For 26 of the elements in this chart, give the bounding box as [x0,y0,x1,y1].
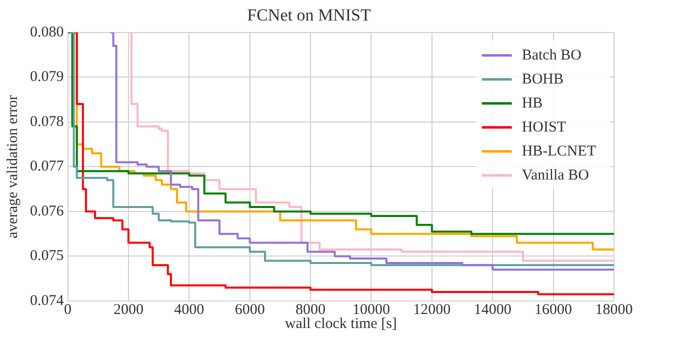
x-tick-label: 4000 [174,302,204,318]
y-tick-label: 0.077 [30,158,64,175]
x-tick-label: 18000 [595,302,633,318]
x-tick-label: 2000 [113,302,144,318]
legend-label: HOIST [522,119,566,136]
legend-label: Vanilla BO [522,167,590,184]
x-tick-label: 14000 [474,302,512,318]
y-tick-label: 0.076 [30,203,64,220]
y-tick-label: 0.078 [30,114,64,130]
chart-title: FCNet on MNIST [247,6,372,25]
y-tick-label: 0.075 [30,248,64,264]
x-tick-label: 12000 [413,302,451,318]
x-tick-label: 6000 [234,302,265,318]
legend-label: HB [522,95,543,112]
x-axis-title: wall clock time [s] [284,316,397,332]
x-tick-label: 8000 [296,302,326,318]
y-tick-label: 0.079 [30,69,64,86]
legend-label: HB-LCNET [522,143,596,160]
legend-label: Batch BO [522,47,582,64]
y-tick-label: 0.080 [30,24,64,40]
x-tick-label: 10000 [352,302,390,318]
x-tick-label: 16000 [534,302,572,318]
x-tick-label: 0 [64,302,72,318]
y-tick-label: 0.074 [30,292,64,309]
legend-label: BOHB [522,71,564,88]
y-axis-title: average validation error [4,95,21,238]
